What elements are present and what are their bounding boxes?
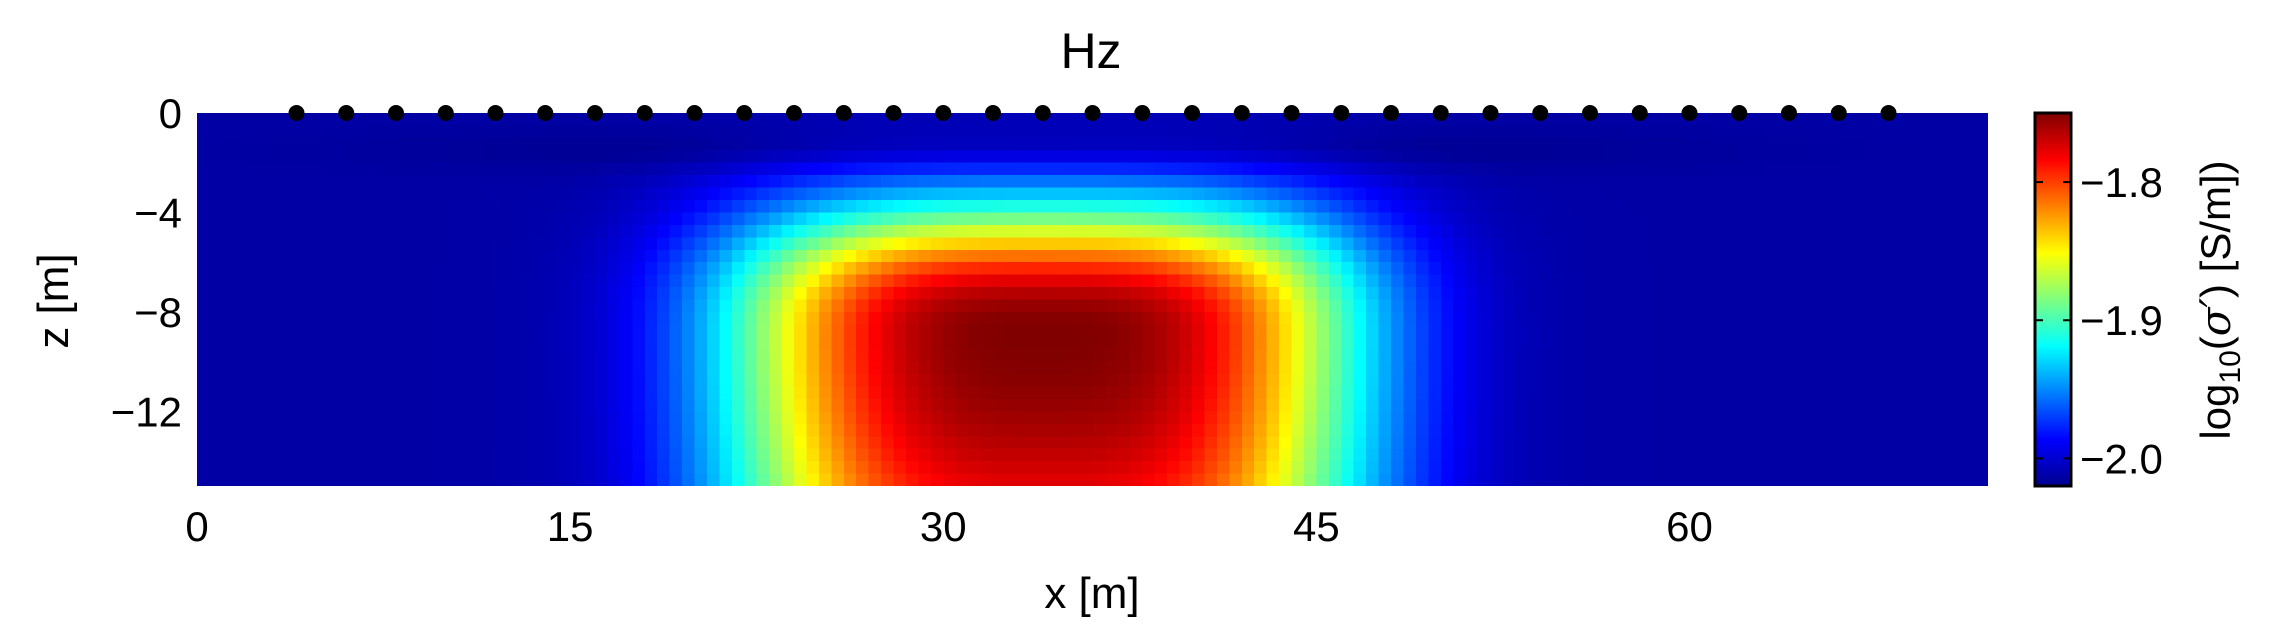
receiver-markers	[288, 105, 1897, 121]
receiver-marker	[1582, 105, 1598, 121]
receiver-marker	[1830, 105, 1847, 121]
colorbar-label-units: ) [S/m])	[2192, 160, 2239, 298]
receiver-marker	[1781, 105, 1797, 121]
receiver-marker	[835, 105, 852, 121]
receiver-marker	[1283, 105, 1300, 121]
colorbar-label-sub: 10	[2214, 350, 2247, 383]
receiver-marker	[686, 105, 703, 121]
receiver-marker	[1532, 105, 1549, 121]
x-tick-label: 30	[920, 503, 967, 550]
colorbar-label-log: log	[2192, 384, 2239, 440]
colorbar-label-paren: (	[2192, 336, 2239, 350]
receiver-marker	[1482, 105, 1499, 121]
y-axis-ticks: 0 −4 −8 −12	[111, 90, 182, 435]
x-tick-label: 15	[547, 503, 594, 550]
receiver-marker	[736, 105, 753, 121]
receiver-marker	[1134, 105, 1151, 121]
colorbar-tick-label: −1.8	[2080, 159, 2163, 206]
receiver-marker	[786, 105, 802, 121]
receiver-marker	[537, 105, 554, 121]
colorbar-gradient	[2033, 111, 2073, 488]
receiver-marker	[1034, 105, 1051, 121]
colorbar: −1.8 −1.9 −2.0 log10(σ′) [S/m])	[2033, 111, 2247, 488]
receiver-marker	[985, 105, 1001, 121]
heatmap-plot	[197, 113, 1988, 486]
y-tick-label: −12	[111, 388, 182, 435]
x-tick-label: 0	[185, 503, 208, 550]
receiver-marker	[288, 105, 305, 121]
y-tick-label: 0	[159, 90, 182, 137]
colorbar-label-prime: ′	[2191, 298, 2240, 308]
receiver-marker	[1184, 105, 1200, 121]
receiver-marker	[587, 105, 603, 121]
receiver-marker	[1731, 105, 1748, 121]
heatmap-image	[197, 113, 1988, 486]
y-tick-label: −8	[134, 289, 182, 336]
receiver-marker	[885, 105, 902, 121]
receiver-marker	[1383, 105, 1399, 121]
colorbar-label: log10(σ′) [S/m])	[2191, 160, 2247, 439]
x-axis-ticks: 0 15 30 45 60	[185, 503, 1713, 550]
receiver-marker	[1333, 105, 1350, 121]
colorbar-ticks: −1.8 −1.9 −2.0	[2035, 159, 2163, 482]
y-axis-label: z [m]	[29, 253, 78, 348]
colorbar-tick-label: −1.9	[2080, 297, 2163, 344]
y-tick-label: −4	[134, 189, 182, 236]
receiver-marker	[935, 105, 952, 121]
receiver-marker	[1681, 105, 1698, 121]
receiver-marker	[1084, 105, 1101, 121]
receiver-marker	[636, 105, 653, 121]
receiver-marker	[388, 105, 404, 121]
x-tick-label: 60	[1666, 503, 1713, 550]
colorbar-tick-label: −2.0	[2080, 435, 2163, 482]
receiver-marker	[437, 105, 454, 121]
receiver-marker	[1880, 105, 1897, 121]
colorbar-label-sigma: σ	[2191, 306, 2240, 336]
receiver-marker	[1631, 105, 1648, 121]
chart-title: Hz	[1060, 23, 1121, 79]
x-axis-label: x [m]	[1044, 569, 1139, 618]
x-tick-label: 45	[1293, 503, 1340, 550]
receiver-marker	[1432, 105, 1449, 121]
receiver-marker	[1233, 105, 1250, 121]
receiver-marker	[487, 105, 504, 121]
receiver-marker	[338, 105, 355, 121]
